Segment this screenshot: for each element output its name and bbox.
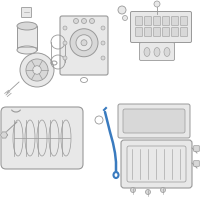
Circle shape: [81, 40, 87, 46]
Circle shape: [101, 41, 105, 45]
Circle shape: [146, 190, 151, 194]
Circle shape: [76, 35, 92, 51]
Circle shape: [118, 6, 126, 14]
Circle shape: [63, 26, 67, 30]
Circle shape: [101, 56, 105, 60]
Circle shape: [63, 56, 67, 60]
FancyBboxPatch shape: [22, 7, 32, 18]
Circle shape: [26, 59, 48, 81]
FancyBboxPatch shape: [123, 109, 185, 133]
Circle shape: [130, 188, 136, 192]
FancyBboxPatch shape: [144, 17, 152, 25]
FancyBboxPatch shape: [118, 104, 190, 138]
FancyBboxPatch shape: [194, 161, 199, 166]
FancyBboxPatch shape: [144, 27, 152, 36]
FancyBboxPatch shape: [162, 17, 170, 25]
FancyBboxPatch shape: [1, 107, 83, 169]
FancyBboxPatch shape: [130, 11, 192, 43]
FancyBboxPatch shape: [180, 27, 188, 36]
Circle shape: [90, 19, 95, 23]
Circle shape: [160, 188, 166, 192]
Circle shape: [20, 53, 54, 87]
Circle shape: [122, 16, 128, 21]
Circle shape: [154, 1, 160, 7]
Circle shape: [63, 41, 67, 45]
FancyBboxPatch shape: [121, 140, 192, 188]
Ellipse shape: [17, 22, 37, 30]
Circle shape: [74, 19, 78, 23]
Ellipse shape: [17, 46, 37, 54]
FancyBboxPatch shape: [162, 27, 170, 36]
FancyBboxPatch shape: [180, 17, 188, 25]
FancyBboxPatch shape: [172, 17, 179, 25]
Ellipse shape: [144, 47, 150, 56]
Circle shape: [101, 26, 105, 30]
FancyBboxPatch shape: [136, 17, 142, 25]
FancyBboxPatch shape: [172, 27, 179, 36]
FancyBboxPatch shape: [154, 27, 160, 36]
FancyBboxPatch shape: [154, 17, 160, 25]
Ellipse shape: [164, 47, 170, 56]
Polygon shape: [0, 132, 8, 138]
Circle shape: [33, 66, 41, 74]
FancyBboxPatch shape: [60, 16, 108, 75]
Circle shape: [82, 19, 86, 23]
FancyBboxPatch shape: [194, 146, 199, 151]
Ellipse shape: [154, 47, 160, 56]
FancyBboxPatch shape: [140, 43, 174, 60]
FancyBboxPatch shape: [17, 26, 37, 50]
Circle shape: [70, 29, 98, 57]
FancyBboxPatch shape: [136, 27, 142, 36]
